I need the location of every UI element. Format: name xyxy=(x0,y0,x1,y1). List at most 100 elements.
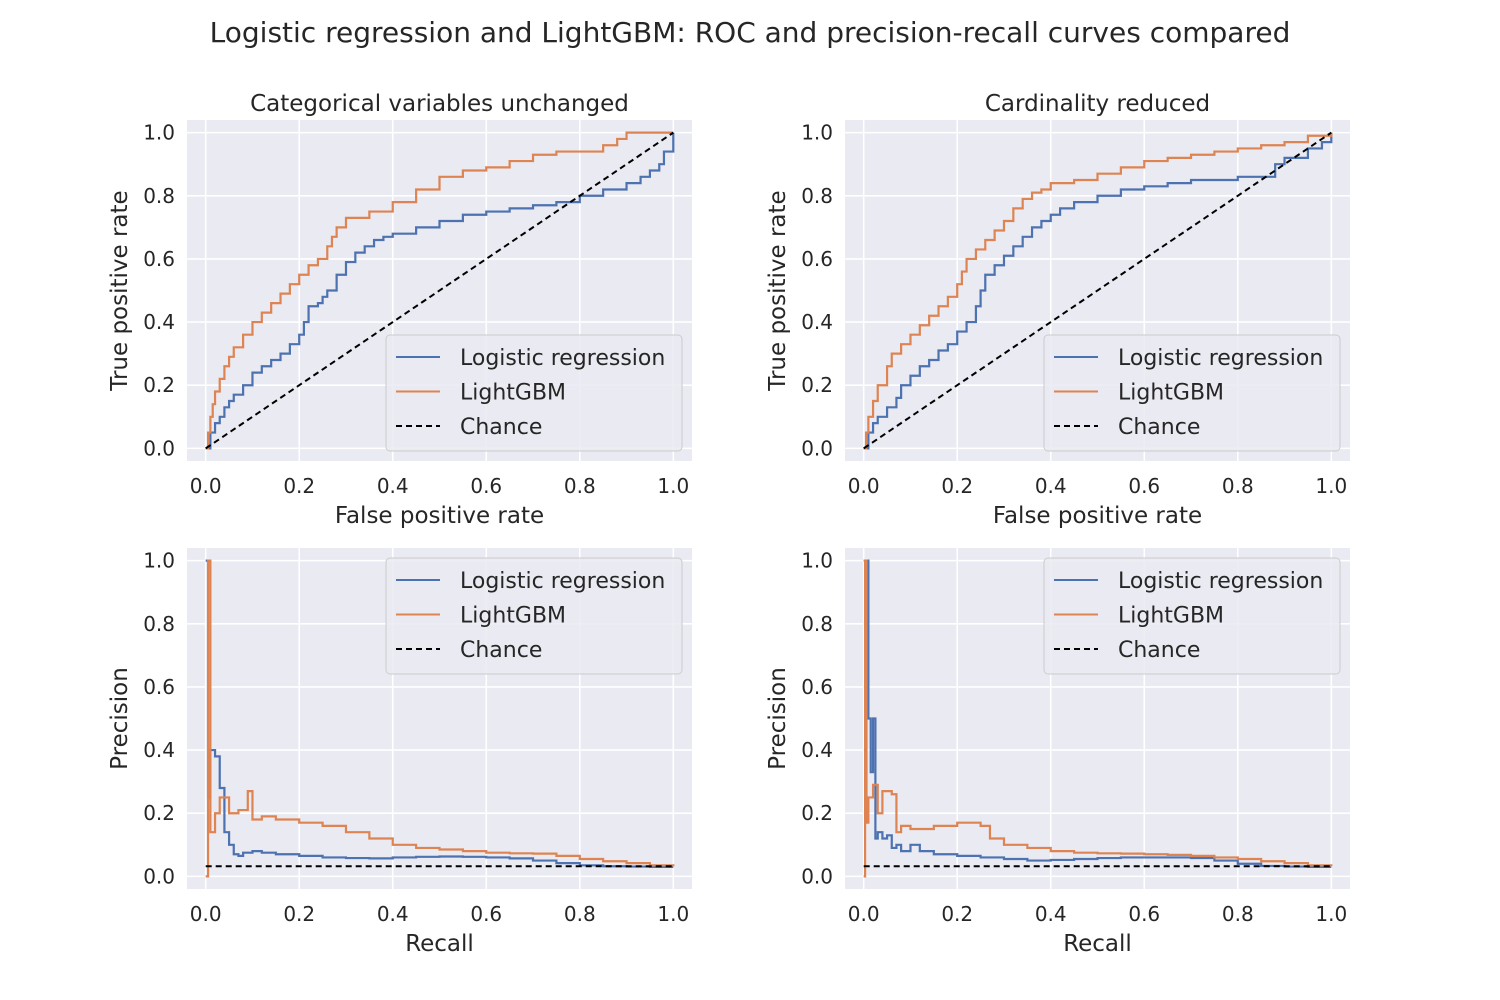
x-tick-label: 1.0 xyxy=(1315,474,1347,498)
legend-label: Logistic regression xyxy=(1118,346,1323,371)
y-tick-label: 0.6 xyxy=(801,247,833,271)
y-axis-label: True positive rate xyxy=(765,190,791,391)
legend: Logistic regression LightGBM Chance xyxy=(385,557,683,675)
x-axis-label: Recall xyxy=(405,931,474,957)
y-tick-label: 0.4 xyxy=(801,310,833,334)
y-tick-label: 0.8 xyxy=(801,612,833,636)
legend-label: Chance xyxy=(460,415,542,440)
legend: Logistic regression LightGBM Chance xyxy=(385,334,683,452)
y-tick-label: 0.0 xyxy=(801,436,833,460)
x-tick-label: 0.0 xyxy=(848,902,880,926)
x-tick-label: 0.4 xyxy=(377,902,409,926)
legend-label: Logistic regression xyxy=(1118,569,1323,594)
series-line-lightgbm xyxy=(205,559,675,878)
x-tick-label: 0.8 xyxy=(564,902,596,926)
y-tick-label: 1.0 xyxy=(801,121,833,145)
x-tick-label: 0.6 xyxy=(1128,902,1160,926)
legend-label: LightGBM xyxy=(1118,604,1224,629)
y-tick-label: 0.8 xyxy=(143,184,175,208)
legend-box xyxy=(385,334,683,452)
series-line-lightgbm xyxy=(205,131,674,450)
x-tick-label: 0.2 xyxy=(283,474,315,498)
y-tick-label: 0.0 xyxy=(801,864,833,888)
y-tick-label: 0.0 xyxy=(143,436,175,460)
y-tick-label: 1.0 xyxy=(801,549,833,573)
x-tick-label: 0.8 xyxy=(564,474,596,498)
y-axis-label: Precision xyxy=(765,667,791,770)
legend-label: Chance xyxy=(1118,638,1200,663)
x-tick-label: 1.0 xyxy=(657,474,689,498)
y-axis-label: Precision xyxy=(107,667,133,770)
subplot-4: 0.0 0.2 0.4 0.6 0.8 1.0 0.0 0.2 0.4 0.6 0.8 1.0 Reca… xyxy=(765,548,1350,957)
y-tick-label: 1.0 xyxy=(143,121,175,145)
series-line-chance xyxy=(205,131,674,450)
x-tick-label: 0.4 xyxy=(1035,474,1067,498)
x-tick-label: 0.4 xyxy=(1035,902,1067,926)
grid xyxy=(187,120,692,461)
subplot-grid: 0.0 0.2 0.4 0.6 0.8 1.0 0.0 0.2 0.4 0.6 0.8 1.0 Fals… xyxy=(107,91,1350,957)
x-tick-label: 0.2 xyxy=(283,902,315,926)
x-tick-label: 0.0 xyxy=(190,902,222,926)
y-tick-label: 0.8 xyxy=(143,612,175,636)
legend: Logistic regression LightGBM Chance xyxy=(1043,557,1341,675)
legend: Logistic regression LightGBM Chance xyxy=(1043,334,1341,452)
series-line-logistic-regression xyxy=(205,132,675,450)
legend-label: Logistic regression xyxy=(460,346,665,371)
x-tick-label: 0.0 xyxy=(190,474,222,498)
series-line-logistic-regression xyxy=(205,559,674,868)
x-tick-label: 0.6 xyxy=(470,474,502,498)
x-tick-label: 0.2 xyxy=(941,474,973,498)
legend-box xyxy=(385,557,683,675)
subplot-3: 0.0 0.2 0.4 0.6 0.8 1.0 0.0 0.2 0.4 0.6 0.8 1.0 Reca… xyxy=(107,548,692,957)
subplot-2: 0.0 0.2 0.4 0.6 0.8 1.0 0.0 0.2 0.4 0.6 0.8 1.0 Fals… xyxy=(765,91,1350,529)
x-tick-label: 0.6 xyxy=(470,902,502,926)
legend-label: LightGBM xyxy=(1118,381,1224,406)
series-group xyxy=(205,131,675,450)
x-tick-label: 0.6 xyxy=(1128,474,1160,498)
y-tick-label: 0.2 xyxy=(801,801,833,825)
y-axis-label: True positive rate xyxy=(107,190,133,391)
x-tick-label: 1.0 xyxy=(657,902,689,926)
x-tick-label: 0.8 xyxy=(1222,474,1254,498)
y-tick-label: 0.4 xyxy=(801,738,833,762)
legend-label: Chance xyxy=(460,638,542,663)
y-tick-label: 0.8 xyxy=(801,184,833,208)
x-axis-label: False positive rate xyxy=(335,503,544,529)
y-tick-label: 0.2 xyxy=(801,373,833,397)
y-tick-label: 0.2 xyxy=(143,373,175,397)
series-group xyxy=(863,559,1333,878)
x-axis-label: False positive rate xyxy=(993,503,1202,529)
y-tick-label: 0.6 xyxy=(143,247,175,271)
subplot-1: 0.0 0.2 0.4 0.6 0.8 1.0 0.0 0.2 0.4 0.6 0.8 1.0 Fals… xyxy=(107,91,692,529)
series-line-logistic-regression xyxy=(863,559,1332,868)
y-tick-label: 0.4 xyxy=(143,310,175,334)
legend-box xyxy=(1043,334,1341,452)
x-tick-label: 0.0 xyxy=(848,474,880,498)
x-tick-label: 0.8 xyxy=(1222,902,1254,926)
legend-box xyxy=(1043,557,1341,675)
legend-label: LightGBM xyxy=(460,604,566,629)
x-tick-label: 0.4 xyxy=(377,474,409,498)
y-tick-label: 0.6 xyxy=(801,675,833,699)
x-axis-label: Recall xyxy=(1063,931,1132,957)
y-tick-label: 0.0 xyxy=(143,864,175,888)
subplot-title: Categorical variables unchanged xyxy=(250,91,629,117)
series-line-lightgbm xyxy=(863,132,1333,450)
legend-label: Chance xyxy=(1118,415,1200,440)
y-tick-label: 1.0 xyxy=(143,549,175,573)
legend-label: Logistic regression xyxy=(460,569,665,594)
series-group xyxy=(205,559,675,878)
series-line-lightgbm xyxy=(863,559,1333,878)
y-tick-label: 0.2 xyxy=(143,801,175,825)
x-tick-label: 0.2 xyxy=(941,902,973,926)
series-group xyxy=(863,131,1333,450)
series-line-chance xyxy=(863,131,1332,450)
y-tick-label: 0.6 xyxy=(143,675,175,699)
y-tick-label: 0.4 xyxy=(143,738,175,762)
subplot-title: Cardinality reduced xyxy=(985,91,1210,117)
legend-label: LightGBM xyxy=(460,381,566,406)
x-tick-label: 1.0 xyxy=(1315,902,1347,926)
series-line-logistic-regression xyxy=(863,132,1333,450)
figure-title: Logistic regression and LightGBM: ROC an… xyxy=(210,16,1291,49)
